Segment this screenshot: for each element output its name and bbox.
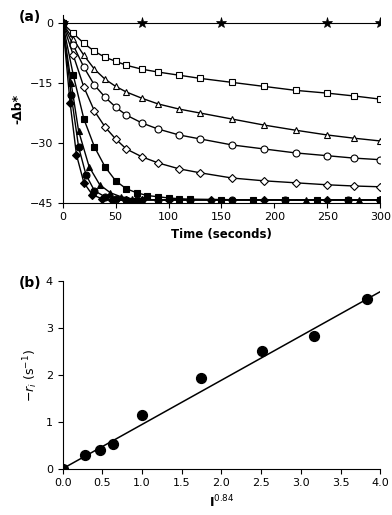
Point bbox=[311, 332, 318, 340]
Point bbox=[259, 347, 265, 355]
Point bbox=[364, 295, 370, 303]
Point bbox=[110, 440, 116, 449]
Y-axis label: -Δb*: -Δb* bbox=[11, 94, 24, 124]
Point bbox=[60, 465, 66, 473]
Point bbox=[139, 410, 145, 419]
Point bbox=[198, 374, 204, 383]
X-axis label: Time (seconds): Time (seconds) bbox=[171, 228, 272, 241]
X-axis label: I$^{0.84}$: I$^{0.84}$ bbox=[209, 494, 234, 510]
Point bbox=[97, 446, 103, 454]
Text: (a): (a) bbox=[18, 10, 40, 24]
Text: (b): (b) bbox=[18, 276, 41, 290]
Point bbox=[82, 451, 88, 459]
Y-axis label: $-r_i\ \mathrm{(s^{-1})}$: $-r_i\ \mathrm{(s^{-1})}$ bbox=[22, 349, 40, 402]
